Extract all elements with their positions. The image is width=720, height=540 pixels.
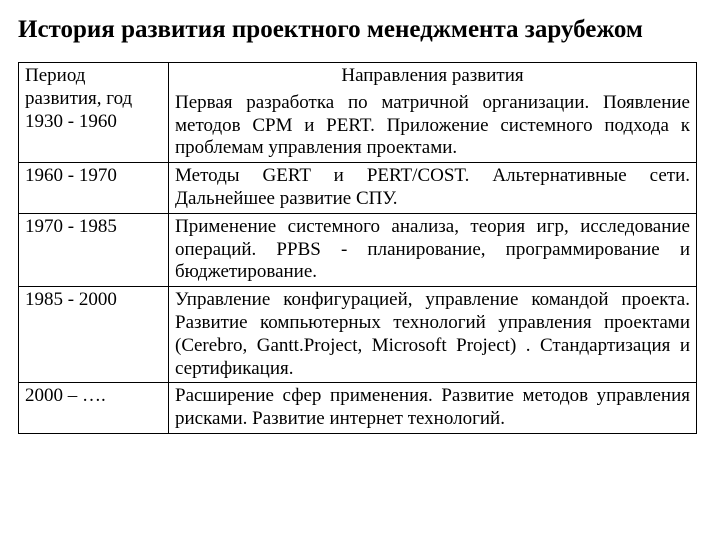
table-row: 1960 - 1970 Методы GERT и PERT/COST. Аль…: [19, 163, 697, 214]
period-cell: 2000 – ….: [19, 383, 169, 434]
desc-cell: Применение системного анализа, теория иг…: [169, 213, 697, 286]
header-desc-label: Направления развития: [341, 65, 523, 86]
desc-cell: Расширение сфер применения. Развитие мет…: [169, 383, 697, 434]
history-table: Период развития, год 1930 - 1960 Направл…: [18, 62, 697, 434]
period-cell: 1930 - 1960: [25, 111, 162, 134]
header-period-line1: Период: [25, 65, 162, 88]
desc-cell: Первая разработка по матричной организац…: [169, 90, 697, 163]
page-title: История развития проектного менеджмента …: [18, 16, 710, 44]
table-row: 2000 – …. Расширение сфер применения. Ра…: [19, 383, 697, 434]
desc-cell: Методы GERT и PERT/COST. Альтернативные …: [169, 163, 697, 214]
header-period-cell: Период развития, год 1930 - 1960: [19, 63, 169, 163]
header-desc-cell: Направления развития: [169, 63, 697, 90]
period-cell: 1960 - 1970: [19, 163, 169, 214]
table-row: Период развития, год 1930 - 1960 Направл…: [19, 63, 697, 90]
table-row: 1985 - 2000 Управление конфигурацией, уп…: [19, 287, 697, 383]
period-cell: 1970 - 1985: [19, 213, 169, 286]
desc-cell: Управление конфигурацией, управление ком…: [169, 287, 697, 383]
header-period-line2: развития, год: [25, 88, 162, 111]
period-cell: 1985 - 2000: [19, 287, 169, 383]
table-row: 1970 - 1985 Применение системного анализ…: [19, 213, 697, 286]
